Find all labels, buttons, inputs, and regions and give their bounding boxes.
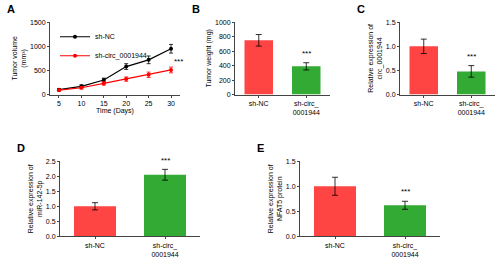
svg-text:10: 10 [77, 100, 85, 107]
svg-text:1.0: 1.0 [386, 43, 396, 50]
svg-text:1.0: 1.0 [46, 203, 56, 210]
svg-text:sh-NC: sh-NC [414, 100, 434, 107]
svg-text:C: C [357, 3, 365, 15]
svg-text:1500: 1500 [30, 19, 46, 26]
svg-text:500: 500 [34, 67, 46, 74]
svg-text:1000: 1000 [30, 43, 46, 50]
svg-text:sh-circ_0001944: sh-circ_0001944 [458, 100, 485, 116]
svg-text:15: 15 [100, 100, 108, 107]
svg-text:5: 5 [57, 100, 61, 107]
svg-text:Time (Days): Time (Days) [96, 107, 134, 115]
svg-text:Relative expression ofmiR-142-: Relative expression ofmiR-142-5p [27, 164, 44, 233]
svg-text:1000: 1000 [215, 19, 231, 26]
svg-text:D: D [17, 142, 25, 154]
svg-text:sh-circ_0001944: sh-circ_0001944 [293, 100, 320, 116]
svg-text:400: 400 [219, 62, 231, 69]
svg-text:***: *** [302, 49, 311, 58]
svg-text:sh-circ_0001944: sh-circ_0001944 [391, 242, 418, 258]
svg-text:***: *** [174, 57, 183, 66]
svg-text:sh-NC: sh-NC [85, 242, 105, 249]
svg-text:***: *** [161, 156, 170, 165]
svg-text:200: 200 [219, 77, 231, 84]
svg-text:800: 800 [219, 33, 231, 40]
svg-text:A: A [7, 3, 15, 15]
svg-text:***: *** [401, 187, 410, 196]
svg-text:1.0: 1.0 [286, 183, 296, 190]
svg-text:sh-NC: sh-NC [249, 100, 269, 107]
svg-text:2.0: 2.0 [46, 173, 56, 180]
svg-text:E: E [257, 142, 264, 154]
svg-text:1.5: 1.5 [286, 158, 296, 165]
svg-text:1.5: 1.5 [386, 19, 396, 26]
svg-text:0: 0 [42, 91, 46, 98]
svg-text:0.0: 0.0 [286, 233, 296, 240]
svg-text:sh-circ_0001944: sh-circ_0001944 [151, 242, 178, 258]
svg-text:600: 600 [219, 48, 231, 55]
svg-text:Relative expression ofNFAT5 pr: Relative expression ofNFAT5 protein [267, 164, 284, 233]
svg-text:sh-NC: sh-NC [95, 33, 115, 40]
svg-text:0: 0 [227, 91, 231, 98]
svg-text:0.5: 0.5 [286, 208, 296, 215]
svg-text:1.5: 1.5 [46, 188, 56, 195]
svg-text:0.0: 0.0 [46, 233, 56, 240]
svg-text:0.0: 0.0 [386, 91, 396, 98]
svg-text:2.5: 2.5 [46, 158, 56, 165]
svg-text:B: B [192, 3, 200, 15]
svg-text:0.5: 0.5 [46, 218, 56, 225]
svg-text:30: 30 [167, 100, 175, 107]
svg-text:Tumor volume(mm³): Tumor volume(mm³) [11, 36, 28, 81]
svg-text:***: *** [467, 52, 476, 61]
svg-text:25: 25 [145, 100, 153, 107]
svg-text:0.5: 0.5 [386, 67, 396, 74]
svg-text:Relative expression ofcirc_000: Relative expression ofcirc_0001944 [367, 24, 384, 93]
svg-text:20: 20 [122, 100, 130, 107]
svg-text:sh-NC: sh-NC [325, 242, 345, 249]
svg-text:sh-circ_0001944: sh-circ_0001944 [95, 52, 147, 60]
svg-text:Tumor weight (mg): Tumor weight (mg) [205, 29, 213, 87]
